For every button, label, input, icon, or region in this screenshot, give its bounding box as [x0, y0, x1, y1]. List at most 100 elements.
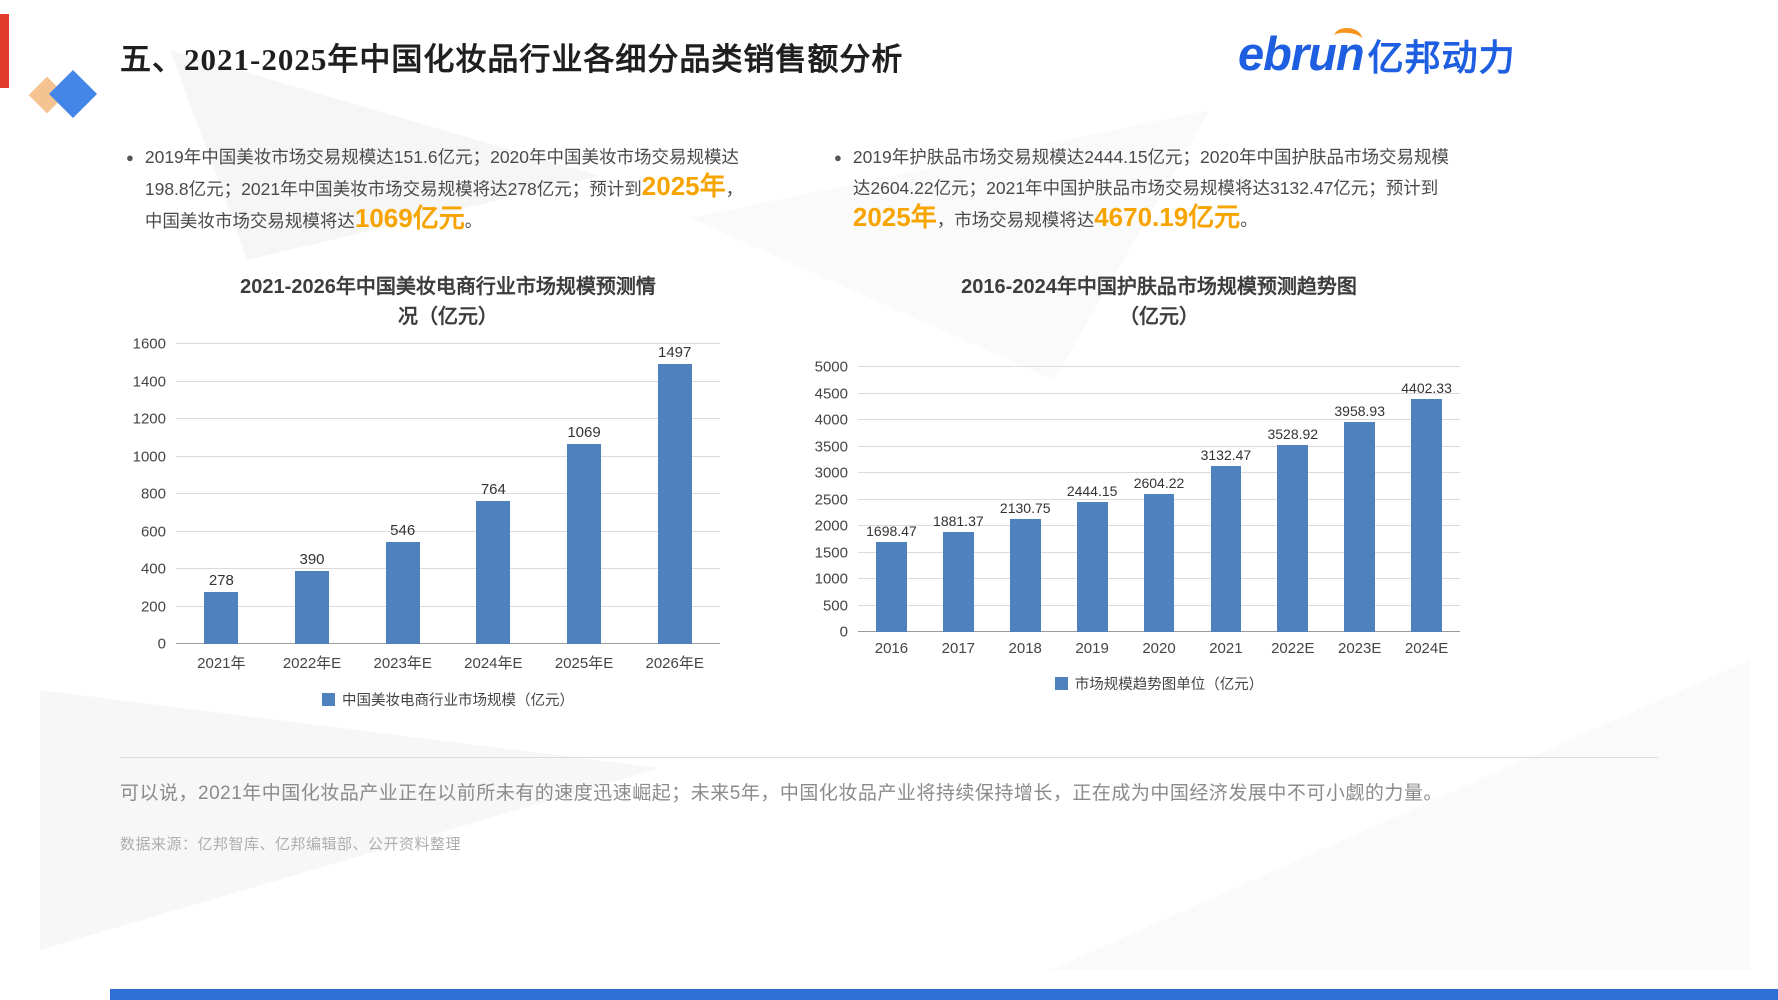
bar-slot: 390 — [267, 344, 358, 644]
bar — [1143, 493, 1175, 632]
bar — [567, 443, 602, 644]
background-decoration — [40, 690, 660, 950]
background-decoration — [1050, 660, 1750, 970]
y-tick-label: 1400 — [132, 373, 166, 390]
x-axis-label: 2018 — [1008, 640, 1042, 657]
bottom-accent-bar — [110, 989, 1778, 1000]
y-tick-label: 3500 — [814, 438, 848, 455]
x-axis-label: 2024E — [1404, 640, 1449, 657]
bar — [476, 500, 511, 644]
bar — [1411, 398, 1442, 632]
x-axis-label: 2017 — [941, 640, 976, 657]
bar-value-label: 2130.75 — [999, 500, 1051, 517]
x-axis-label: 2023年E — [373, 655, 432, 672]
bullet-segment: 。 — [464, 211, 483, 231]
y-tick-label: 500 — [822, 597, 848, 614]
gridline — [858, 445, 1460, 447]
y-tick-label: 600 — [140, 523, 166, 540]
x-axis-label: 2022年E — [282, 655, 342, 672]
chart-body: 0 200 400 600 800 1000 1200 1400 1600 278 390 546 7… — [118, 336, 720, 653]
blue-diamond-decoration — [48, 69, 98, 119]
bullet-segment: 2019年护肤品市场交易规模达2444.15亿元；2020年中国护肤品市场交易规… — [852, 147, 1449, 198]
bar-slot: 278 — [176, 344, 267, 644]
chart-title-line: （亿元） — [1119, 306, 1199, 328]
bar — [204, 591, 239, 644]
y-tick-label: 5000 — [814, 358, 848, 376]
bar — [1076, 502, 1108, 632]
bar — [295, 570, 329, 644]
x-axis-label: 2021 — [1209, 640, 1243, 657]
bar — [1009, 519, 1041, 632]
bar-slot: 1497 — [629, 344, 720, 644]
beauty-ecommerce-chart: 2021-2026年中国美妆电商行业市场规模预测情 况（亿元） 0 200 400 6… — [118, 272, 720, 710]
x-axis-label: 2025年E — [554, 655, 614, 672]
y-tick-label: 1200 — [132, 410, 166, 428]
gridlines — [176, 343, 720, 644]
chart-legend: 市场规模趋势图单位（亿元） — [800, 673, 1460, 694]
y-tick-label: 200 — [140, 598, 166, 615]
bar-slot: 546 — [357, 344, 448, 644]
bar — [1344, 422, 1376, 632]
bullet-highlight: 2025年 — [852, 202, 937, 232]
gridline — [176, 605, 720, 607]
red-accent-bar — [0, 14, 9, 88]
legend-swatch-icon — [322, 693, 335, 706]
y-tick-label: 1000 — [814, 570, 848, 588]
bullet-dot-icon: ● — [126, 150, 134, 165]
y-tick-label: 1000 — [132, 448, 166, 465]
bullet-dot-icon: ● — [834, 150, 842, 165]
y-tick-label: 0 — [839, 623, 848, 641]
bullet-segment: 2019年中国美妆市场交易规模达151.6亿元；2020年中国美妆市场交易规模达… — [144, 147, 740, 199]
bar-value-label: 764 — [480, 480, 506, 498]
chart-title: 2016-2024年中国护肤品市场规模预测趋势图 （亿元） — [800, 272, 1460, 332]
summary-text: 可以说，2021年中国化妆品产业正在以前所未有的速度迅速崛起；未来5年，中国化妆… — [120, 783, 1443, 804]
gridline — [176, 493, 720, 494]
page-title: 五、2021-2025年中国化妆品行业各细分品类销售额分析 — [120, 42, 904, 77]
beauty-market-bullet-text: 2019年中国美妆市场交易规模达151.6亿元；2020年中国美妆市场交易规模达… — [145, 142, 748, 237]
y-tick-label: 1500 — [814, 544, 848, 561]
gridline — [176, 568, 720, 569]
legend-swatch-icon — [1054, 677, 1068, 690]
bullet-highlight: 2025年 — [641, 171, 726, 201]
chart-title-line: 2021-2026年中国美妆电商行业市场规模预测情 — [240, 276, 656, 298]
bar-slot: 4402.33 — [1393, 367, 1460, 632]
x-axis-line — [176, 643, 720, 644]
skincare-market-chart: 2016-2024年中国护肤品市场规模预测趋势图 （亿元） 0 500 1000 15… — [800, 272, 1460, 694]
y-tick-label: 4000 — [814, 411, 848, 429]
bullet-highlight: 1069亿元 — [354, 203, 465, 233]
bar-value-label: 390 — [299, 550, 325, 568]
y-axis: 0 500 1000 1500 2000 2500 3000 3500 4000 4500 5000 — [800, 359, 858, 641]
gridline — [858, 366, 1460, 367]
bar-value-label: 546 — [390, 521, 416, 539]
bullet-segment: 。 — [1240, 210, 1258, 230]
bar-slot: 2604.22 — [1126, 367, 1193, 632]
x-axis-label: 2021年 — [197, 655, 246, 672]
beauty-market-bullet: ● 2019年中国美妆市场交易规模达151.6亿元；2020年中国美妆市场交易规… — [126, 142, 748, 237]
chart-legend: 中国美妆电商行业市场规模（亿元） — [118, 689, 720, 710]
x-axis-label: 2022E — [1271, 640, 1315, 657]
bar-slot: 764 — [448, 344, 539, 644]
bar-value-label: 1069 — [567, 423, 601, 441]
bar — [1277, 444, 1309, 632]
legend-label: 市场规模趋势图单位（亿元） — [1074, 677, 1264, 693]
data-source-text: 数据来源：亿邦智库、亿邦编辑部、公开资料整理 — [120, 836, 462, 853]
logo-wordmark: ebrun — [1238, 26, 1365, 81]
y-tick-label: 4500 — [814, 385, 848, 402]
bar-value-label: 3132.47 — [1200, 446, 1252, 463]
plot-area: 278 390 546 764 1069 1497 — [176, 343, 720, 644]
gridline — [858, 419, 1460, 420]
skincare-market-bullet: ● 2019年护肤品市场交易规模达2444.15亿元；2020年中国护肤品市场交… — [834, 142, 1466, 236]
bar-slot: 3958.93 — [1326, 367, 1393, 632]
chart-title-line: 况（亿元） — [398, 306, 498, 328]
y-tick-label: 2000 — [814, 517, 848, 535]
y-tick-label: 1600 — [132, 335, 166, 353]
bar-slot: 1069 — [539, 344, 630, 644]
bar — [385, 541, 420, 644]
bars: 278 390 546 764 1069 1497 — [176, 344, 720, 644]
gridline — [176, 418, 720, 419]
bar-slot: 2130.75 — [992, 367, 1059, 632]
y-tick-label: 0 — [157, 635, 166, 653]
chart-title: 2021-2026年中国美妆电商行业市场规模预测情 况（亿元） — [118, 272, 720, 332]
skincare-market-bullet-text: 2019年护肤品市场交易规模达2444.15亿元；2020年中国护肤品市场交易规… — [853, 142, 1466, 236]
bullet-segment: ，中国美妆市场交易规模将达 — [144, 179, 744, 231]
